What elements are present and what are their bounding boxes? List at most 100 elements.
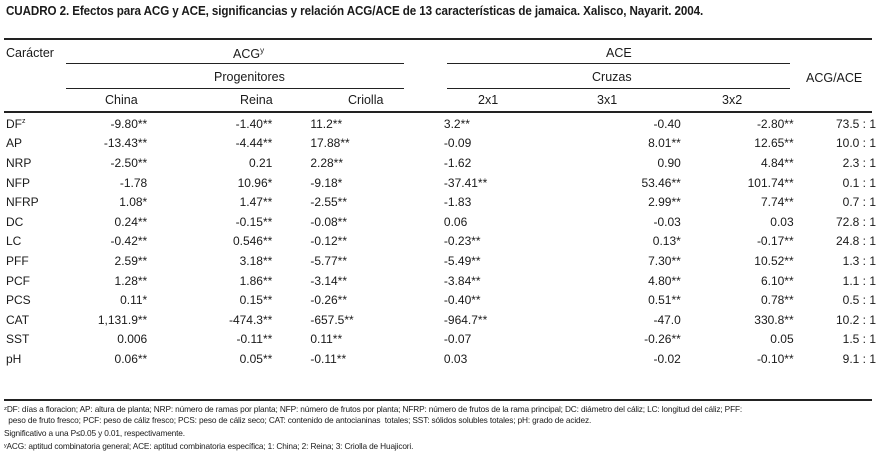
prog-rule xyxy=(66,88,404,89)
cell-value: 4.80** xyxy=(648,273,681,288)
cell-value: -0.03 xyxy=(653,214,681,229)
cell-value: 0.11* xyxy=(120,293,148,308)
cell-value: 1,131.9** xyxy=(97,312,148,327)
footnote-2: peso de fruto fresco; PCF: peso de cáliz… xyxy=(4,415,592,425)
table-row: pH 0.06** 0.05** -0.11** 0.03 -0.02 -0.10** 9.1… xyxy=(0,349,876,369)
cell-value: 0.78** xyxy=(760,293,794,308)
cell-value: -0.40 xyxy=(653,116,681,131)
cell-value: 0.006 xyxy=(117,332,148,347)
cell-value: 24.8 : 1 xyxy=(835,234,876,249)
row-label: NFRP xyxy=(0,192,72,212)
table-row: CAT 1,131.9** -474.3** -657.5** -964.7** -47.… xyxy=(0,310,876,330)
trait-name: AP xyxy=(6,136,23,151)
cell-value: 0.06** xyxy=(114,351,148,366)
row-label: AP xyxy=(0,134,72,154)
row-label: LC xyxy=(0,232,72,252)
cell-value: 0.11** xyxy=(310,332,343,347)
cell-value: 10.2 : 1 xyxy=(835,312,876,327)
table-row: LC -0.42** 0.546** -0.12** -0.23** 0.13* -0.17… xyxy=(0,232,876,252)
cell-value: 0.05** xyxy=(239,351,273,366)
cell-value: 1.47** xyxy=(239,195,273,210)
row-label: pH xyxy=(0,349,72,369)
row-label: DFz xyxy=(0,114,72,134)
cell-value: 10.52** xyxy=(754,253,794,268)
cell-value: 0.546** xyxy=(232,234,273,249)
cell-value: 0.24** xyxy=(114,214,148,229)
row-label: CAT xyxy=(0,310,72,330)
col-2x1: 2x1 xyxy=(478,93,499,107)
cell-value: -964.7** xyxy=(443,312,488,327)
cell-value: 7.30** xyxy=(648,253,681,268)
header-ace: ACE xyxy=(606,46,632,60)
trait-name: PCS xyxy=(6,293,31,308)
table-row: NFP -1.78 10.96* -9.18* -37.41** 53.46** 101.7… xyxy=(0,173,876,193)
cell-value: -0.40** xyxy=(443,293,481,308)
cell-value: 2.28** xyxy=(310,155,344,170)
trait-name: LC xyxy=(6,234,22,249)
table-row: PCS 0.11* 0.15** -0.26** -0.40** 0.51** 0.78**… xyxy=(0,290,876,310)
trait-name: DF xyxy=(6,116,22,131)
footnote-1: ᶻDF: días a floracion; AP: altura de pla… xyxy=(4,404,743,414)
cell-value: -5.77** xyxy=(310,253,348,268)
cell-value: -2.55** xyxy=(310,195,348,210)
cell-value: 8.01** xyxy=(648,136,681,151)
table-row: SST 0.006 -0.11** 0.11** -0.07 -0.26** 0.05 1.5… xyxy=(0,330,876,350)
cell-value: 6.10** xyxy=(760,273,794,288)
cell-value: 17.88** xyxy=(310,136,350,151)
acg-label: ACG xyxy=(233,47,261,62)
cell-value: 3.18** xyxy=(239,253,273,268)
cell-value: 0.03 xyxy=(443,351,468,366)
cell-value: -0.02 xyxy=(653,351,681,366)
bottom-rule xyxy=(4,399,872,401)
header-cruzas: Cruzas xyxy=(592,70,632,84)
cell-value: -1.40** xyxy=(235,116,273,131)
cell-value: 2.3 : 1 xyxy=(842,155,876,170)
cell-value: -0.15** xyxy=(235,214,273,229)
row-label: DC xyxy=(0,212,72,232)
cell-value: -0.26** xyxy=(644,332,681,347)
row-label: PCS xyxy=(0,290,72,310)
header-ratio: ACG/ACE xyxy=(806,71,863,85)
cell-value: -0.11** xyxy=(236,332,273,347)
cell-value: -2.50** xyxy=(110,155,148,170)
trait-name: PCF xyxy=(6,273,30,288)
cell-value: -0.26** xyxy=(310,293,348,308)
ace-rule xyxy=(447,63,790,64)
cell-value: -13.43** xyxy=(103,136,148,151)
cell-value: -1.83 xyxy=(443,195,472,210)
acg-rule xyxy=(66,63,404,64)
header-acg: ACGy xyxy=(233,46,264,61)
cell-value: 0.7 : 1 xyxy=(842,195,876,210)
cell-value: 73.5 : 1 xyxy=(835,116,876,131)
cell-value: -5.49** xyxy=(443,253,481,268)
cell-value: 0.13* xyxy=(652,234,681,249)
trait-sup: z xyxy=(22,117,26,125)
cell-value: 330.8** xyxy=(754,312,794,327)
cell-value: -657.5** xyxy=(310,312,354,327)
cell-value: -0.09 xyxy=(443,136,472,151)
col-china: China xyxy=(105,93,138,107)
cruzas-rule xyxy=(447,88,790,89)
header-progenitores: Progenitores xyxy=(214,70,285,84)
acg-sup: y xyxy=(260,46,265,55)
cell-value: 1.1 : 1 xyxy=(842,273,876,288)
cell-value: -9.18* xyxy=(310,175,343,190)
cell-value: -0.07 xyxy=(443,332,472,347)
cell-value: -4.44** xyxy=(235,136,273,151)
cell-value: 4.84** xyxy=(760,155,794,170)
cell-value: 7.74** xyxy=(760,195,794,210)
row-label: NRP xyxy=(0,153,72,173)
cell-value: -0.17** xyxy=(756,234,794,249)
cell-value: -0.12** xyxy=(310,234,348,249)
cell-value: 72.8 : 1 xyxy=(835,214,876,229)
cell-value: 9.1 : 1 xyxy=(842,351,876,366)
cell-value: -37.41** xyxy=(443,175,488,190)
table-row: DC 0.24** -0.15** -0.08** 0.06 -0.03 0.03 72.8 … xyxy=(0,212,876,232)
cell-value: -0.11** xyxy=(310,351,347,366)
trait-name: SST xyxy=(6,332,30,347)
cell-value: 3.2** xyxy=(443,116,470,131)
col-criolla: Criolla xyxy=(348,93,384,107)
cell-value: 1.5 : 1 xyxy=(842,332,876,347)
header-caracter: Carácter xyxy=(6,46,54,60)
trait-name: NFRP xyxy=(6,195,39,210)
